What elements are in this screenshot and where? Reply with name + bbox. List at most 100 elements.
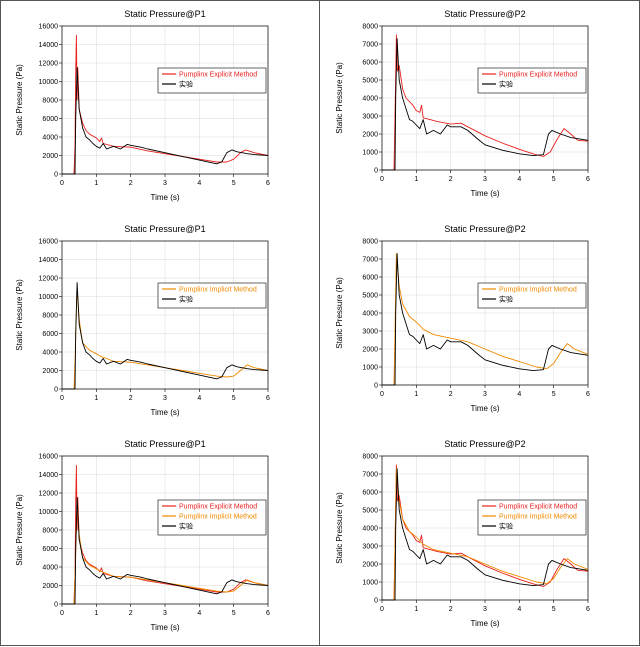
y-tick-label: 4000 (362, 96, 378, 103)
y-tick-label: 2000 (42, 153, 58, 160)
x-tick-label: 4 (197, 395, 201, 402)
chart-p1-implicit: Static Pressure@P1 0 2000 4000 6000 8000 10000… (15, 224, 270, 417)
y-tick-label: 6000 (362, 275, 378, 282)
y-tick-label: 8000 (42, 98, 58, 105)
plot-area-frame (381, 455, 589, 601)
y-tick-label: 14000 (39, 257, 59, 264)
x-tick-label: 5 (552, 391, 556, 398)
x-tick-label: 4 (197, 180, 201, 187)
y-tick-label: 5000 (362, 78, 378, 85)
y-tick-label: 16000 (39, 239, 59, 246)
x-tick-label: 0 (60, 180, 64, 187)
x-tick-label: 3 (163, 610, 167, 617)
x-tick-label: 4 (517, 176, 521, 183)
x-tick-label: 2 (449, 176, 453, 183)
legend-label: 实验 (179, 522, 193, 531)
x-axis-label: Time (s) (150, 623, 179, 632)
y-tick-label: 6000 (42, 546, 58, 553)
x-tick-label: 5 (232, 610, 236, 617)
legend-label: 实验 (499, 80, 513, 89)
plot-area-frame (61, 455, 269, 605)
y-axis-label: Static Pressure (Pa) (335, 277, 344, 349)
y-tick-label: 16000 (39, 454, 59, 461)
y-axis-label: Static Pressure (Pa) (15, 64, 24, 136)
series-line-1 (382, 38, 589, 171)
y-tick-label: 12000 (39, 61, 59, 68)
y-axis-label: Static Pressure (Pa) (15, 494, 24, 566)
x-tick-label: 4 (197, 610, 201, 617)
x-tick-label: 1 (94, 180, 98, 187)
series-line-2 (62, 497, 269, 605)
x-axis-label: Time (s) (150, 193, 179, 202)
y-tick-label: 6000 (362, 60, 378, 67)
x-tick-label: 0 (380, 176, 384, 183)
x-tick-label: 2 (449, 391, 453, 398)
x-tick-label: 5 (232, 180, 236, 187)
y-tick-label: 14000 (39, 472, 59, 479)
x-tick-label: 1 (414, 606, 418, 613)
x-tick-label: 6 (266, 395, 270, 402)
legend-box (157, 499, 267, 536)
y-tick-label: 2000 (362, 347, 378, 354)
chart-title: Static Pressure@P1 (124, 439, 205, 449)
y-tick-label: 0 (54, 387, 58, 394)
y-tick-label: 7000 (362, 472, 378, 479)
legend-label: Pumplinx Explicit Method (499, 504, 577, 511)
legend-label: 实验 (499, 295, 513, 304)
chart-p2-implicit: Static Pressure@P2 0 1000 2000 3000 4000 5000 6… (335, 224, 590, 413)
y-tick-label: 4000 (362, 526, 378, 533)
x-tick-label: 4 (517, 606, 521, 613)
x-tick-label: 3 (163, 395, 167, 402)
x-tick-label: 3 (483, 391, 487, 398)
x-axis-label: Time (s) (150, 408, 179, 417)
x-tick-label: 1 (94, 395, 98, 402)
y-tick-label: 3000 (362, 114, 378, 121)
x-axis-label: Time (s) (470, 404, 499, 413)
x-tick-label: 3 (483, 176, 487, 183)
y-tick-label: 10000 (39, 294, 59, 301)
x-tick-label: 2 (129, 180, 133, 187)
y-tick-label: 8000 (42, 313, 58, 320)
y-tick-label: 14000 (39, 42, 59, 49)
x-tick-label: 5 (232, 395, 236, 402)
x-tick-label: 4 (517, 391, 521, 398)
legend-label: 实验 (179, 80, 193, 89)
y-tick-label: 3000 (362, 329, 378, 336)
y-tick-label: 6000 (42, 331, 58, 338)
y-tick-label: 7000 (362, 42, 378, 49)
legend-box (157, 67, 267, 94)
y-tick-label: 8000 (362, 454, 378, 461)
y-tick-label: 10000 (39, 79, 59, 86)
y-tick-label: 2000 (362, 562, 378, 569)
chart-title: Static Pressure@P2 (444, 9, 525, 19)
chart-title: Static Pressure@P2 (444, 439, 525, 449)
x-tick-label: 1 (414, 176, 418, 183)
chart-p2-combined: Static Pressure@P2 0 1000 2000 3000 4000 5000 6… (335, 439, 590, 628)
chart-title: Static Pressure@P1 (124, 224, 205, 234)
y-tick-label: 4000 (362, 311, 378, 318)
chart-p2-explicit: Static Pressure@P2 0 1000 2000 3000 4000 5000 6… (335, 9, 590, 198)
y-tick-label: 16000 (39, 24, 59, 31)
legend-label: Pumplinx Implicit Method (499, 514, 577, 521)
plot-area-frame (61, 240, 269, 390)
y-tick-label: 0 (54, 172, 58, 179)
y-tick-label: 5000 (362, 293, 378, 300)
y-tick-label: 6000 (42, 116, 58, 123)
y-tick-label: 2000 (362, 132, 378, 139)
x-tick-label: 3 (163, 180, 167, 187)
chart-title: Static Pressure@P2 (444, 224, 525, 234)
y-tick-label: 0 (374, 598, 378, 605)
y-tick-label: 8000 (362, 239, 378, 246)
x-tick-label: 2 (129, 395, 133, 402)
y-tick-label: 4000 (42, 565, 58, 572)
y-tick-label: 1000 (362, 580, 378, 587)
y-axis-label: Static Pressure (Pa) (335, 492, 344, 564)
series-line-1 (62, 67, 269, 175)
y-tick-label: 8000 (42, 528, 58, 535)
y-tick-label: 12000 (39, 491, 59, 498)
right-panel (319, 0, 640, 646)
y-tick-label: 8000 (362, 24, 378, 31)
x-tick-label: 3 (483, 606, 487, 613)
legend-label: Pumplinx Implicit Method (499, 287, 577, 294)
chart-title: Static Pressure@P1 (124, 9, 205, 19)
